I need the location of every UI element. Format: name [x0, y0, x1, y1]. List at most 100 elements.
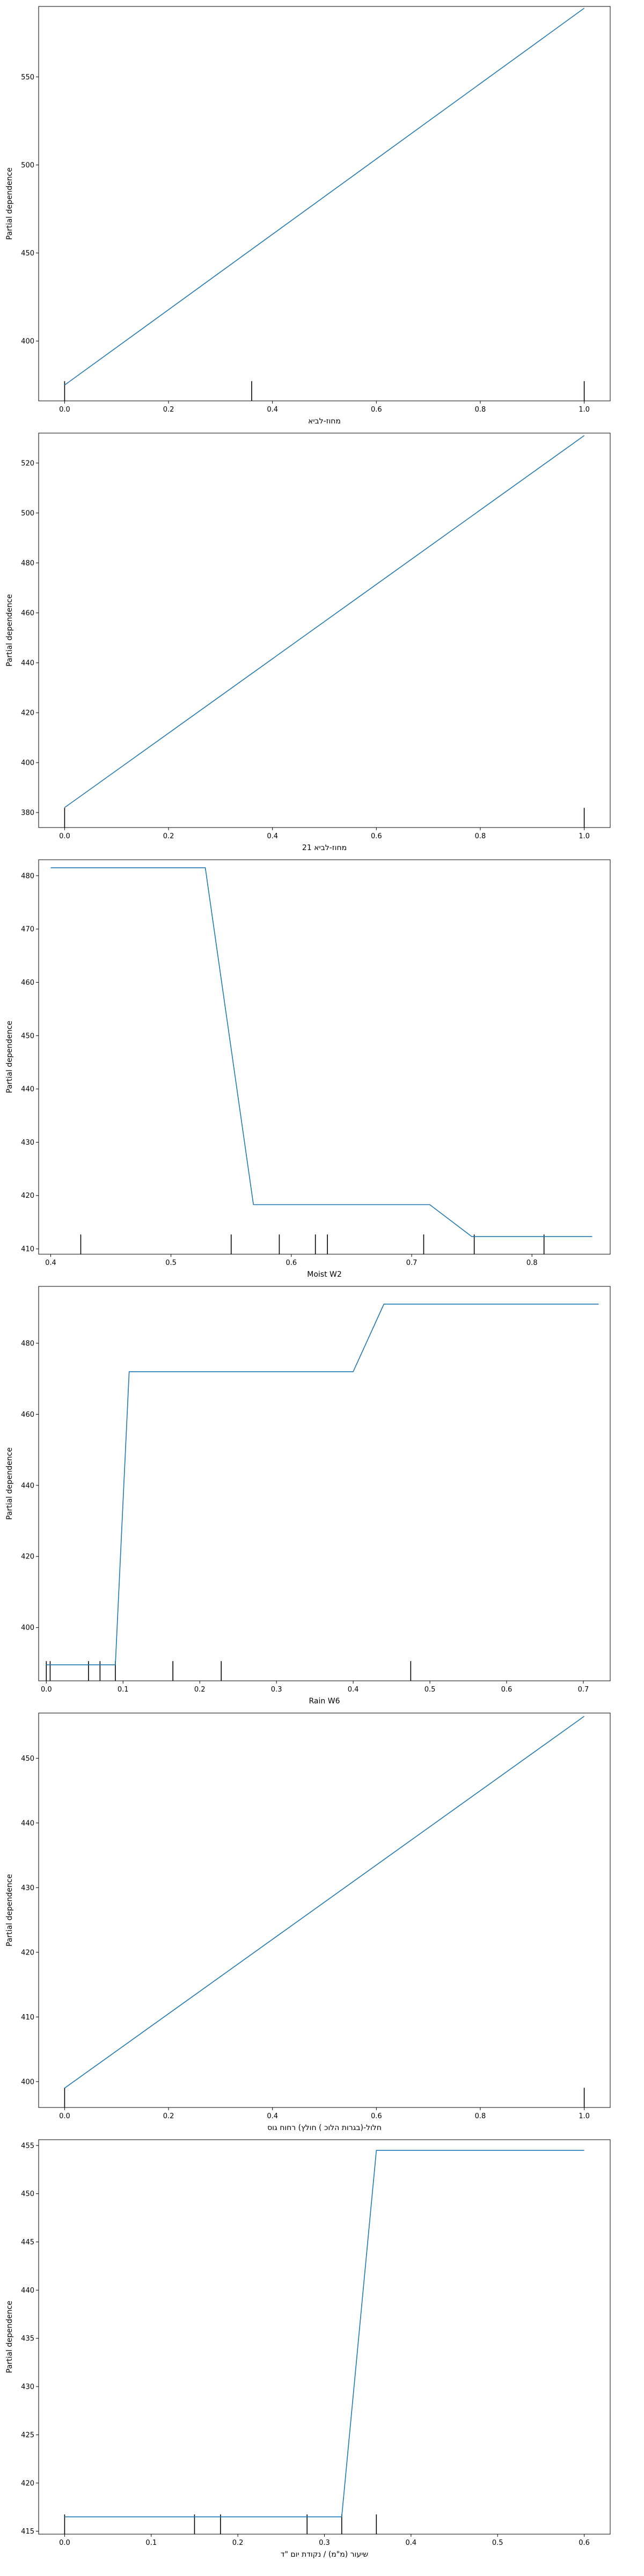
axes-frame — [38, 859, 611, 1255]
y-tick-label: 420 — [21, 2479, 34, 2487]
y-axis-label: Partial dependence — [5, 1021, 14, 1093]
x-tick-label: 0.1 — [118, 1686, 129, 1694]
pd-series-line — [64, 435, 585, 808]
y-tick-label: 440 — [21, 2287, 34, 2295]
y-tick-label: 480 — [21, 872, 34, 880]
axes-frame — [38, 1286, 611, 1681]
axes-frame — [38, 6, 611, 401]
y-tick-label: 380 — [21, 809, 34, 817]
x-tick-label: 0.2 — [232, 2539, 244, 2547]
pd-series-line — [64, 1716, 585, 2089]
y-tick-label: 450 — [21, 250, 34, 258]
x-tick-label: 0.2 — [194, 1686, 206, 1694]
y-tick-label: 420 — [21, 1949, 34, 1957]
x-tick-label: 0.0 — [41, 1686, 52, 1694]
x-tick-label: 0.7 — [406, 1259, 418, 1267]
y-tick-label: 450 — [21, 1032, 34, 1040]
y-tick-label: 480 — [21, 1340, 34, 1348]
y-tick-label: 480 — [21, 559, 34, 567]
x-tick-label: 0.7 — [578, 1686, 589, 1694]
y-tick-label: 445 — [21, 2238, 34, 2246]
y-tick-label: 450 — [21, 1755, 34, 1763]
y-tick-label: 460 — [21, 1411, 34, 1419]
x-tick-label: 0.0 — [59, 406, 70, 414]
x-tick-label: 0.0 — [59, 832, 70, 840]
x-tick-label: 0.4 — [267, 2112, 278, 2120]
y-tick-label: 420 — [21, 709, 34, 718]
y-tick-label: 400 — [21, 759, 34, 767]
x-axis-label: Rain W6 — [309, 1697, 340, 1706]
x-tick-label: 0.5 — [425, 1686, 436, 1694]
x-tick-label: 0.2 — [163, 2112, 174, 2120]
x-tick-label: 0.1 — [145, 2539, 157, 2547]
x-tick-label: 0.8 — [475, 832, 486, 840]
y-tick-label: 440 — [21, 1482, 34, 1490]
x-tick-label: 0.5 — [492, 2539, 503, 2547]
axes-frame — [38, 2139, 611, 2535]
x-tick-label: 0.0 — [59, 2112, 70, 2120]
y-tick-label: 430 — [21, 2383, 34, 2391]
x-tick-label: 0.6 — [286, 1259, 297, 1267]
x-axis-label: שיעור (מ"מ) / נקודת יום "ד — [281, 2550, 368, 2559]
x-tick-label: 0.3 — [319, 2539, 330, 2547]
y-tick-label: 410 — [21, 1246, 34, 1254]
y-tick-label: 420 — [21, 1192, 34, 1200]
y-tick-label: 440 — [21, 1819, 34, 1827]
x-tick-label: 0.6 — [371, 2112, 382, 2120]
x-tick-label: 0.3 — [271, 1686, 282, 1694]
pd-series-line — [64, 8, 585, 386]
y-tick-label: 440 — [21, 659, 34, 667]
y-tick-label: 500 — [21, 162, 34, 170]
x-tick-label: 0.4 — [267, 406, 278, 414]
y-axis-label: Partial dependence — [5, 1447, 14, 1520]
x-axis-label: מחוז-לביא 21 — [302, 844, 347, 852]
chart-panel-1: 0.0 0.2 0.4 0.6 0.8 1.0 400 450 500 550 מחוז-לביא P… — [5, 6, 611, 426]
x-tick-label: 1.0 — [579, 406, 590, 414]
chart-panel-5: 0.0 0.2 0.4 0.6 0.8 1.0 400 410 420 430 440 450 חלול… — [5, 1713, 611, 2132]
y-tick-label: 435 — [21, 2335, 34, 2343]
y-tick-label: 500 — [21, 509, 34, 517]
x-tick-label: 0.8 — [475, 406, 486, 414]
y-tick-label: 425 — [21, 2431, 34, 2439]
pd-series-line — [46, 1304, 599, 1665]
y-tick-label: 430 — [21, 1139, 34, 1147]
chart-panel-6: 0.0 0.1 0.2 0.3 0.4 0.5 0.6 415 420 425 430 435 440 4… — [5, 2139, 611, 2559]
x-tick-label: 1.0 — [579, 832, 590, 840]
y-tick-label: 455 — [21, 2142, 34, 2150]
y-tick-label: 520 — [21, 459, 34, 467]
x-tick-label: 0.6 — [371, 406, 382, 414]
axes-frame — [38, 1713, 611, 2108]
y-tick-label: 460 — [21, 609, 34, 617]
x-tick-label: 0.0 — [59, 2539, 70, 2547]
x-tick-label: 0.4 — [406, 2539, 417, 2547]
y-tick-label: 550 — [21, 74, 34, 82]
x-tick-label: 0.8 — [475, 2112, 486, 2120]
y-tick-label: 440 — [21, 1086, 34, 1094]
x-tick-label: 1.0 — [579, 2112, 590, 2120]
y-axis-label: Partial dependence — [5, 594, 14, 667]
chart-panel-3: 0.4 0.5 0.6 0.7 0.8 410 420 430 440 450 460 470 480 M… — [5, 859, 611, 1279]
x-axis-label: חלול-(בגרות הלוכ ) חולץ) רחוח גוס — [267, 2124, 382, 2132]
x-tick-label: 0.4 — [45, 1259, 56, 1267]
x-axis-label: מחוז-לביא — [308, 417, 341, 426]
x-tick-label: 0.6 — [579, 2539, 590, 2547]
chart-panel-4: 0.0 0.1 0.2 0.3 0.4 0.5 0.6 0.7 400 420 440 460 480 R… — [5, 1286, 611, 1706]
y-tick-label: 420 — [21, 1553, 34, 1561]
x-tick-label: 0.5 — [165, 1259, 177, 1267]
x-tick-label: 0.2 — [163, 832, 174, 840]
x-tick-label: 0.2 — [163, 406, 174, 414]
x-tick-label: 0.4 — [348, 1686, 359, 1694]
x-tick-label: 0.8 — [526, 1259, 538, 1267]
y-tick-label: 400 — [21, 1624, 34, 1632]
y-axis-label: Partial dependence — [5, 1874, 14, 1946]
y-axis-label: Partial dependence — [5, 167, 14, 240]
x-axis-label: Moist W2 — [307, 1270, 342, 1279]
x-tick-label: 0.6 — [501, 1686, 513, 1694]
y-tick-label: 400 — [21, 2078, 34, 2086]
y-tick-label: 415 — [21, 2528, 34, 2536]
y-tick-label: 470 — [21, 926, 34, 934]
chart-panel-2: 0.0 0.2 0.4 0.6 0.8 1.0 380 400 420 440 460 480 500 5… — [5, 433, 611, 852]
y-tick-label: 410 — [21, 2014, 34, 2022]
x-tick-label: 0.4 — [267, 832, 278, 840]
y-axis-label: Partial dependence — [5, 2301, 14, 2373]
